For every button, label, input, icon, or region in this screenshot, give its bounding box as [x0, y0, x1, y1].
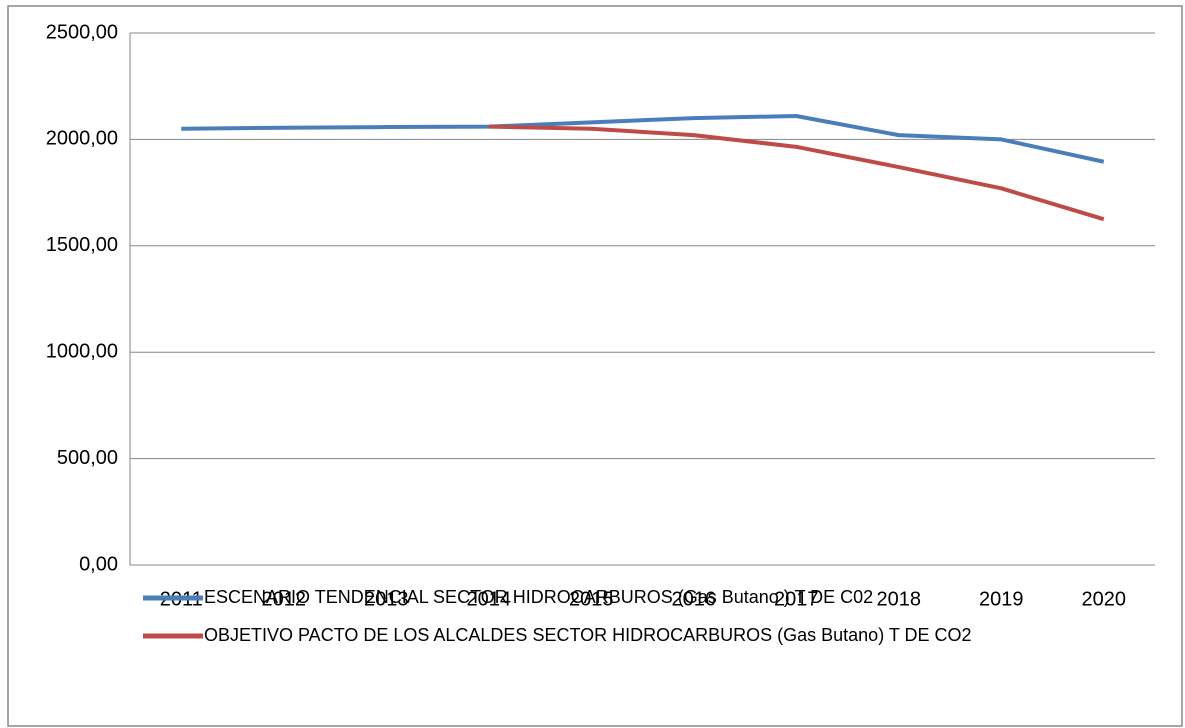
y-tick-label: 0,00 [79, 553, 118, 575]
x-tick-label: 2017 [774, 588, 819, 610]
x-tick-label: 2019 [979, 588, 1024, 610]
x-tick-label: 2012 [262, 588, 307, 610]
y-tick-label: 2500,00 [46, 21, 118, 43]
x-tick-label: 2020 [1082, 588, 1127, 610]
y-tick-label: 500,00 [57, 447, 118, 469]
legend-label: ESCENARIO TENDENCIAL SECTOR HIDROCARBURO… [204, 587, 873, 607]
x-tick-label: 2016 [672, 588, 717, 610]
legend-label: OBJETIVO PACTO DE LOS ALCALDES SECTOR HI… [204, 625, 972, 645]
series-line [181, 113, 1105, 164]
series-line [488, 124, 1105, 222]
x-tick-label: 2014 [467, 588, 512, 610]
y-tick-label: 1000,00 [46, 340, 118, 362]
x-tick-label: 2015 [569, 588, 614, 610]
y-tick-label: 1500,00 [46, 234, 118, 256]
x-tick-label: 2018 [877, 588, 922, 610]
x-tick-label: 2013 [364, 588, 409, 610]
y-tick-label: 2000,00 [46, 128, 118, 150]
chart-border [7, 5, 1183, 727]
